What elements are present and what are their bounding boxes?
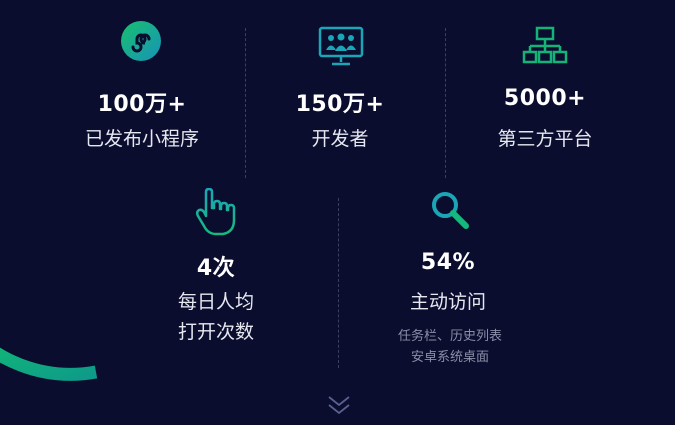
stat-label: 已发布小程序 — [84, 128, 199, 150]
search-icon — [430, 190, 470, 234]
mini-program-icon — [120, 20, 162, 66]
scroll-down-chevron-icon[interactable] — [326, 392, 352, 422]
stat-value: 100万+ — [97, 92, 187, 117]
divider — [445, 28, 446, 178]
stat-value: 5000+ — [503, 86, 587, 111]
stat-label-line: 每日人均 — [177, 291, 254, 313]
stat-note-line: 任务栏、历史列表 — [397, 329, 502, 344]
stat-label-line: 打开次数 — [177, 321, 254, 343]
stat-label: 开发者 — [311, 128, 369, 150]
stat-value: 4次 — [196, 256, 236, 281]
pointing-hand-icon — [195, 187, 236, 240]
org-chart-icon — [522, 26, 568, 72]
stat-value: 150万+ — [295, 92, 385, 117]
divider — [245, 28, 246, 178]
stat-label: 主动访问 — [409, 291, 486, 313]
stat-note-line: 安卓系统桌面 — [410, 350, 489, 365]
divider — [338, 198, 339, 368]
developers-monitor-icon — [318, 26, 364, 72]
decorative-arc — [0, 347, 98, 381]
stat-label: 第三方平台 — [497, 128, 593, 150]
stat-value: 54% — [420, 250, 476, 275]
